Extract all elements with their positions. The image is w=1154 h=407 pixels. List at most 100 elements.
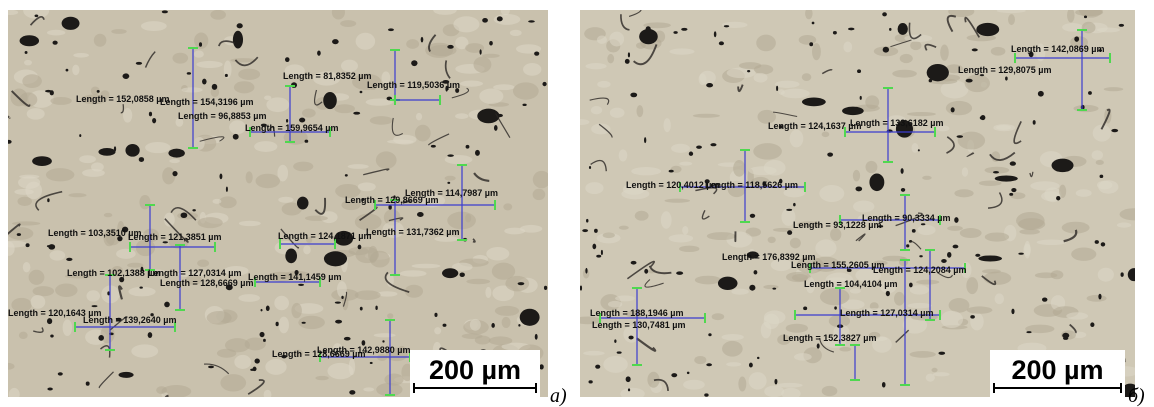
pore — [708, 333, 711, 336]
grain — [815, 239, 836, 256]
grain — [55, 284, 77, 298]
pore — [644, 137, 646, 143]
pore — [162, 10, 168, 13]
grain — [603, 356, 628, 373]
measure-label: Length = 130,7481 µm — [592, 320, 685, 330]
pore — [253, 367, 257, 371]
grain — [374, 333, 396, 337]
pore — [447, 45, 453, 49]
measure-label: Length = 142,9880 µm — [317, 345, 410, 355]
grain — [603, 232, 615, 238]
pore — [972, 48, 978, 51]
grain — [756, 35, 776, 52]
pore — [676, 271, 683, 275]
grain — [805, 8, 812, 20]
grain — [198, 217, 223, 228]
pore — [91, 305, 97, 307]
pore — [375, 306, 377, 310]
pore — [122, 73, 129, 79]
grain — [597, 36, 607, 44]
grain — [607, 54, 614, 63]
grain — [256, 174, 280, 188]
grain — [264, 390, 272, 400]
grain — [1079, 2, 1103, 17]
pore — [1005, 76, 1008, 80]
pore — [1095, 240, 1099, 244]
grain — [799, 35, 817, 45]
pore — [534, 51, 539, 55]
pore — [749, 363, 753, 368]
grain — [327, 363, 353, 379]
grain — [2, 10, 18, 15]
grain — [669, 234, 694, 242]
grain — [406, 39, 419, 49]
grain — [291, 303, 301, 318]
pore — [62, 17, 80, 30]
pore — [724, 25, 729, 27]
grain — [197, 260, 209, 267]
grain — [1023, 244, 1030, 256]
grain — [145, 142, 170, 153]
grain — [753, 143, 782, 160]
scale-bar-label: 200 µm — [1011, 355, 1103, 385]
pore — [202, 79, 207, 85]
pore — [431, 145, 436, 148]
grain — [585, 182, 603, 194]
measure-label: Length = 81,8352 µm — [283, 71, 371, 81]
grain — [162, 167, 175, 184]
pore — [589, 166, 591, 169]
grain — [355, 290, 381, 300]
pore — [993, 171, 999, 173]
grain — [695, 276, 721, 285]
pore — [1026, 331, 1031, 333]
measure-label: Length = 93,1228 µm — [793, 220, 881, 230]
pore — [1010, 161, 1016, 165]
measure-label: Length = 152,3827 µm — [783, 333, 876, 343]
pore — [833, 31, 837, 34]
grain — [445, 176, 456, 181]
grain — [111, 29, 126, 34]
measure-label: Length = 118,5626 µm — [705, 180, 798, 190]
pore — [614, 339, 616, 343]
pore — [898, 23, 908, 35]
pore — [625, 59, 630, 64]
pore — [750, 214, 755, 218]
grain — [8, 227, 33, 240]
pore — [20, 35, 39, 46]
pore — [689, 152, 693, 156]
grain — [1098, 268, 1114, 282]
pore — [45, 90, 52, 93]
grain — [266, 97, 289, 112]
grain — [694, 356, 706, 364]
pore — [817, 343, 820, 348]
pore — [522, 104, 526, 106]
grain — [68, 193, 86, 197]
grain — [72, 65, 79, 76]
grain — [865, 95, 879, 108]
pore — [1074, 36, 1079, 42]
grain — [23, 262, 31, 272]
grain — [473, 57, 491, 73]
pore — [261, 309, 263, 312]
pore — [1119, 24, 1124, 27]
grain — [997, 9, 1026, 13]
pore — [626, 376, 631, 382]
grain — [220, 374, 246, 391]
grain — [513, 82, 539, 99]
grain — [1008, 14, 1015, 25]
pore — [360, 91, 363, 94]
measure-label: Length = 127,0314 µm — [840, 308, 933, 318]
grain — [749, 372, 767, 389]
grain — [334, 104, 355, 113]
pore — [1042, 298, 1047, 302]
pore — [592, 244, 596, 250]
pore — [628, 52, 630, 57]
grain — [486, 247, 509, 260]
pore — [349, 390, 355, 395]
grain — [754, 73, 768, 83]
measure-label: Length = 129,8075 µm — [958, 65, 1051, 75]
pore — [706, 83, 713, 87]
pore — [237, 23, 243, 28]
pore — [710, 143, 716, 146]
pore — [882, 382, 886, 388]
